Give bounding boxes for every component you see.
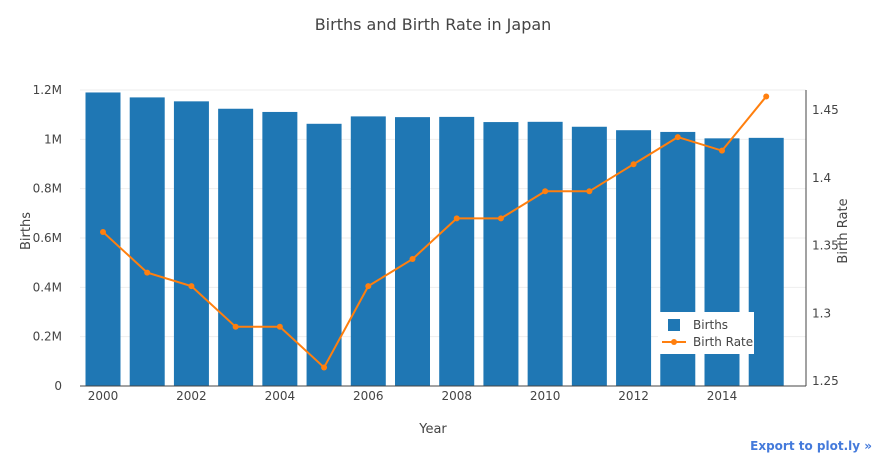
y-tick-label-right: 1.4 (812, 171, 831, 185)
bar-births (748, 137, 784, 386)
bar-births (483, 122, 519, 387)
legend-swatch-births (668, 319, 680, 331)
point-birth-rate (276, 323, 283, 330)
x-tick-label: 2000 (88, 389, 119, 403)
bar-births (262, 111, 298, 386)
point-birth-rate (719, 147, 725, 154)
bar-births (218, 108, 254, 386)
bar-births (85, 92, 121, 386)
legend-label-births: Births (693, 318, 728, 332)
x-tick-label: 2002 (176, 389, 207, 403)
bar-births (306, 123, 342, 386)
export-to-plotly-link[interactable]: Export to plot.ly » (750, 439, 872, 453)
point-birth-rate (144, 269, 151, 276)
point-birth-rate (542, 188, 549, 195)
y-tick-label-left: 1M (44, 132, 62, 146)
bar-births (616, 130, 652, 386)
point-birth-rate (453, 215, 460, 222)
birth-rate-line (100, 93, 770, 371)
point-birth-rate (100, 228, 106, 235)
point-birth-rate (365, 283, 372, 290)
y-axis-label-right: Birth Rate (836, 198, 851, 263)
point-birth-rate (188, 283, 195, 290)
point-birth-rate (497, 215, 504, 222)
axes: 0 0.2M 0.4M 0.6M 0.8M 1M 1.2M 1.25 1.3 1.35 1.4 1.4… (33, 83, 839, 403)
x-tick-label: 2010 (530, 389, 561, 403)
y-tick-label-right: 1.35 (812, 239, 839, 253)
bar-births (395, 117, 430, 386)
chart-title: Births and Birth Rate in Japan (315, 15, 552, 34)
x-axis-label: Year (418, 422, 447, 437)
bar-births (439, 116, 475, 387)
bar-births (571, 126, 607, 387)
point-birth-rate (674, 134, 681, 141)
y-tick-label-left: 1.2M (33, 83, 62, 97)
y-tick-label-left: 0.2M (33, 330, 62, 344)
y-tick-label-right: 1.45 (812, 103, 839, 117)
x-tick-label: 2004 (265, 389, 296, 403)
y-axis-label-left: Births (19, 212, 34, 250)
bar-births (350, 116, 386, 386)
point-birth-rate (409, 256, 416, 263)
point-birth-rate (630, 161, 637, 168)
y-tick-label-left: 0 (54, 379, 62, 393)
bar-births (527, 121, 563, 386)
x-tick-label: 2006 (353, 389, 384, 403)
point-birth-rate (321, 364, 328, 371)
y-tick-label-right: 1.3 (812, 306, 831, 320)
y-tick-label-left: 0.4M (33, 280, 62, 294)
legend-label-birth-rate: Birth Rate (693, 335, 753, 349)
x-tick-label: 2008 (441, 389, 472, 403)
y-tick-label-left: 0.8M (33, 182, 62, 196)
legend-marker-birth-rate (671, 339, 677, 345)
y-tick-label-right: 1.25 (812, 374, 839, 388)
point-birth-rate (763, 93, 770, 100)
x-tick-label: 2012 (618, 389, 649, 403)
x-tick-label: 2014 (707, 389, 738, 403)
y-tick-label-left: 0.6M (33, 231, 62, 245)
point-birth-rate (232, 323, 239, 330)
legend[interactable]: Births Birth Rate (658, 312, 754, 354)
line-birth-rate (102, 95, 767, 370)
point-birth-rate (586, 188, 593, 195)
bar-births (173, 101, 209, 386)
bar-births (129, 97, 165, 387)
